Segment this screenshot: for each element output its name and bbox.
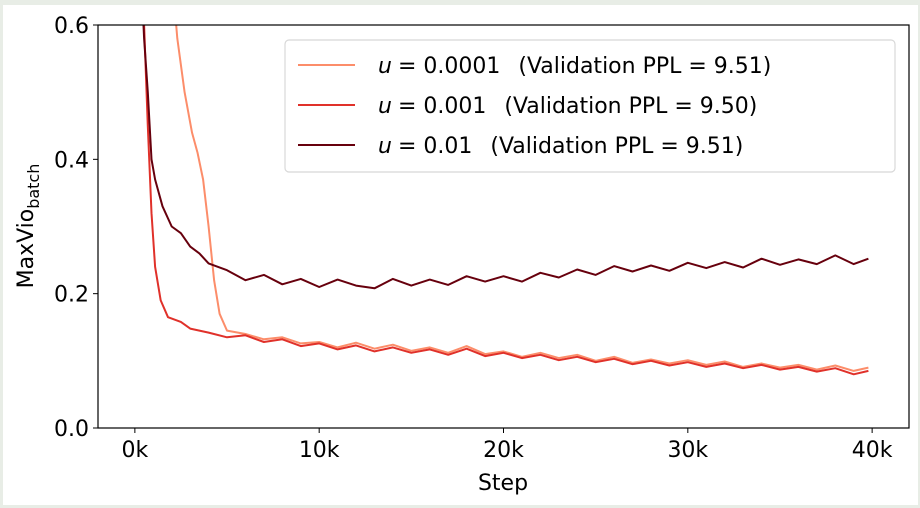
legend-note: (Validation PPL = 9.51) bbox=[490, 134, 743, 159]
y-tick-label: 0.0 bbox=[54, 417, 89, 442]
series-layer bbox=[142, 25, 869, 376]
legend-var: u bbox=[378, 94, 392, 119]
x-tick-label: 10k bbox=[299, 438, 340, 463]
legend-value: = 0.001 bbox=[398, 94, 486, 119]
x-tick-label: 40k bbox=[852, 438, 893, 463]
y-axis-label-subscript: batch bbox=[24, 164, 43, 209]
axes-ticks: 0k 10k 20k 30k 40k 0.0 0.2 0.4 0.6 bbox=[54, 14, 893, 463]
legend-value: = 0.01 bbox=[398, 134, 472, 159]
y-tick-label: 0.2 bbox=[54, 283, 89, 308]
legend-var: u bbox=[378, 54, 392, 79]
y-axis-label: MaxViobatch bbox=[14, 164, 43, 289]
y-tick-label: 0.6 bbox=[54, 14, 89, 39]
x-tick-label: 20k bbox=[483, 438, 524, 463]
x-axis-label: Step bbox=[478, 471, 528, 496]
legend-entry-2: u = 0.01 (Validation PPL = 9.51) bbox=[378, 134, 743, 159]
y-axis-label-main: MaxVio bbox=[14, 209, 39, 289]
series-line-0 bbox=[175, 25, 869, 372]
series-line-1 bbox=[143, 25, 869, 376]
x-tick-label: 0k bbox=[121, 438, 148, 463]
y-tick-label: 0.4 bbox=[54, 148, 89, 173]
legend-var: u bbox=[378, 134, 392, 159]
legend-value: = 0.0001 bbox=[398, 54, 500, 79]
x-tick-label: 30k bbox=[667, 438, 708, 463]
legend: u = 0.0001 (Validation PPL = 9.51)u = 0.001… bbox=[284, 39, 896, 173]
legend-note: (Validation PPL = 9.51) bbox=[518, 54, 771, 79]
legend-entry-1: u = 0.001 (Validation PPL = 9.50) bbox=[378, 94, 757, 119]
legend-box bbox=[284, 39, 896, 173]
legend-entry-0: u = 0.0001 (Validation PPL = 9.51) bbox=[378, 54, 771, 79]
series-line-2 bbox=[142, 25, 869, 290]
legend-note: (Validation PPL = 9.50) bbox=[504, 94, 757, 119]
